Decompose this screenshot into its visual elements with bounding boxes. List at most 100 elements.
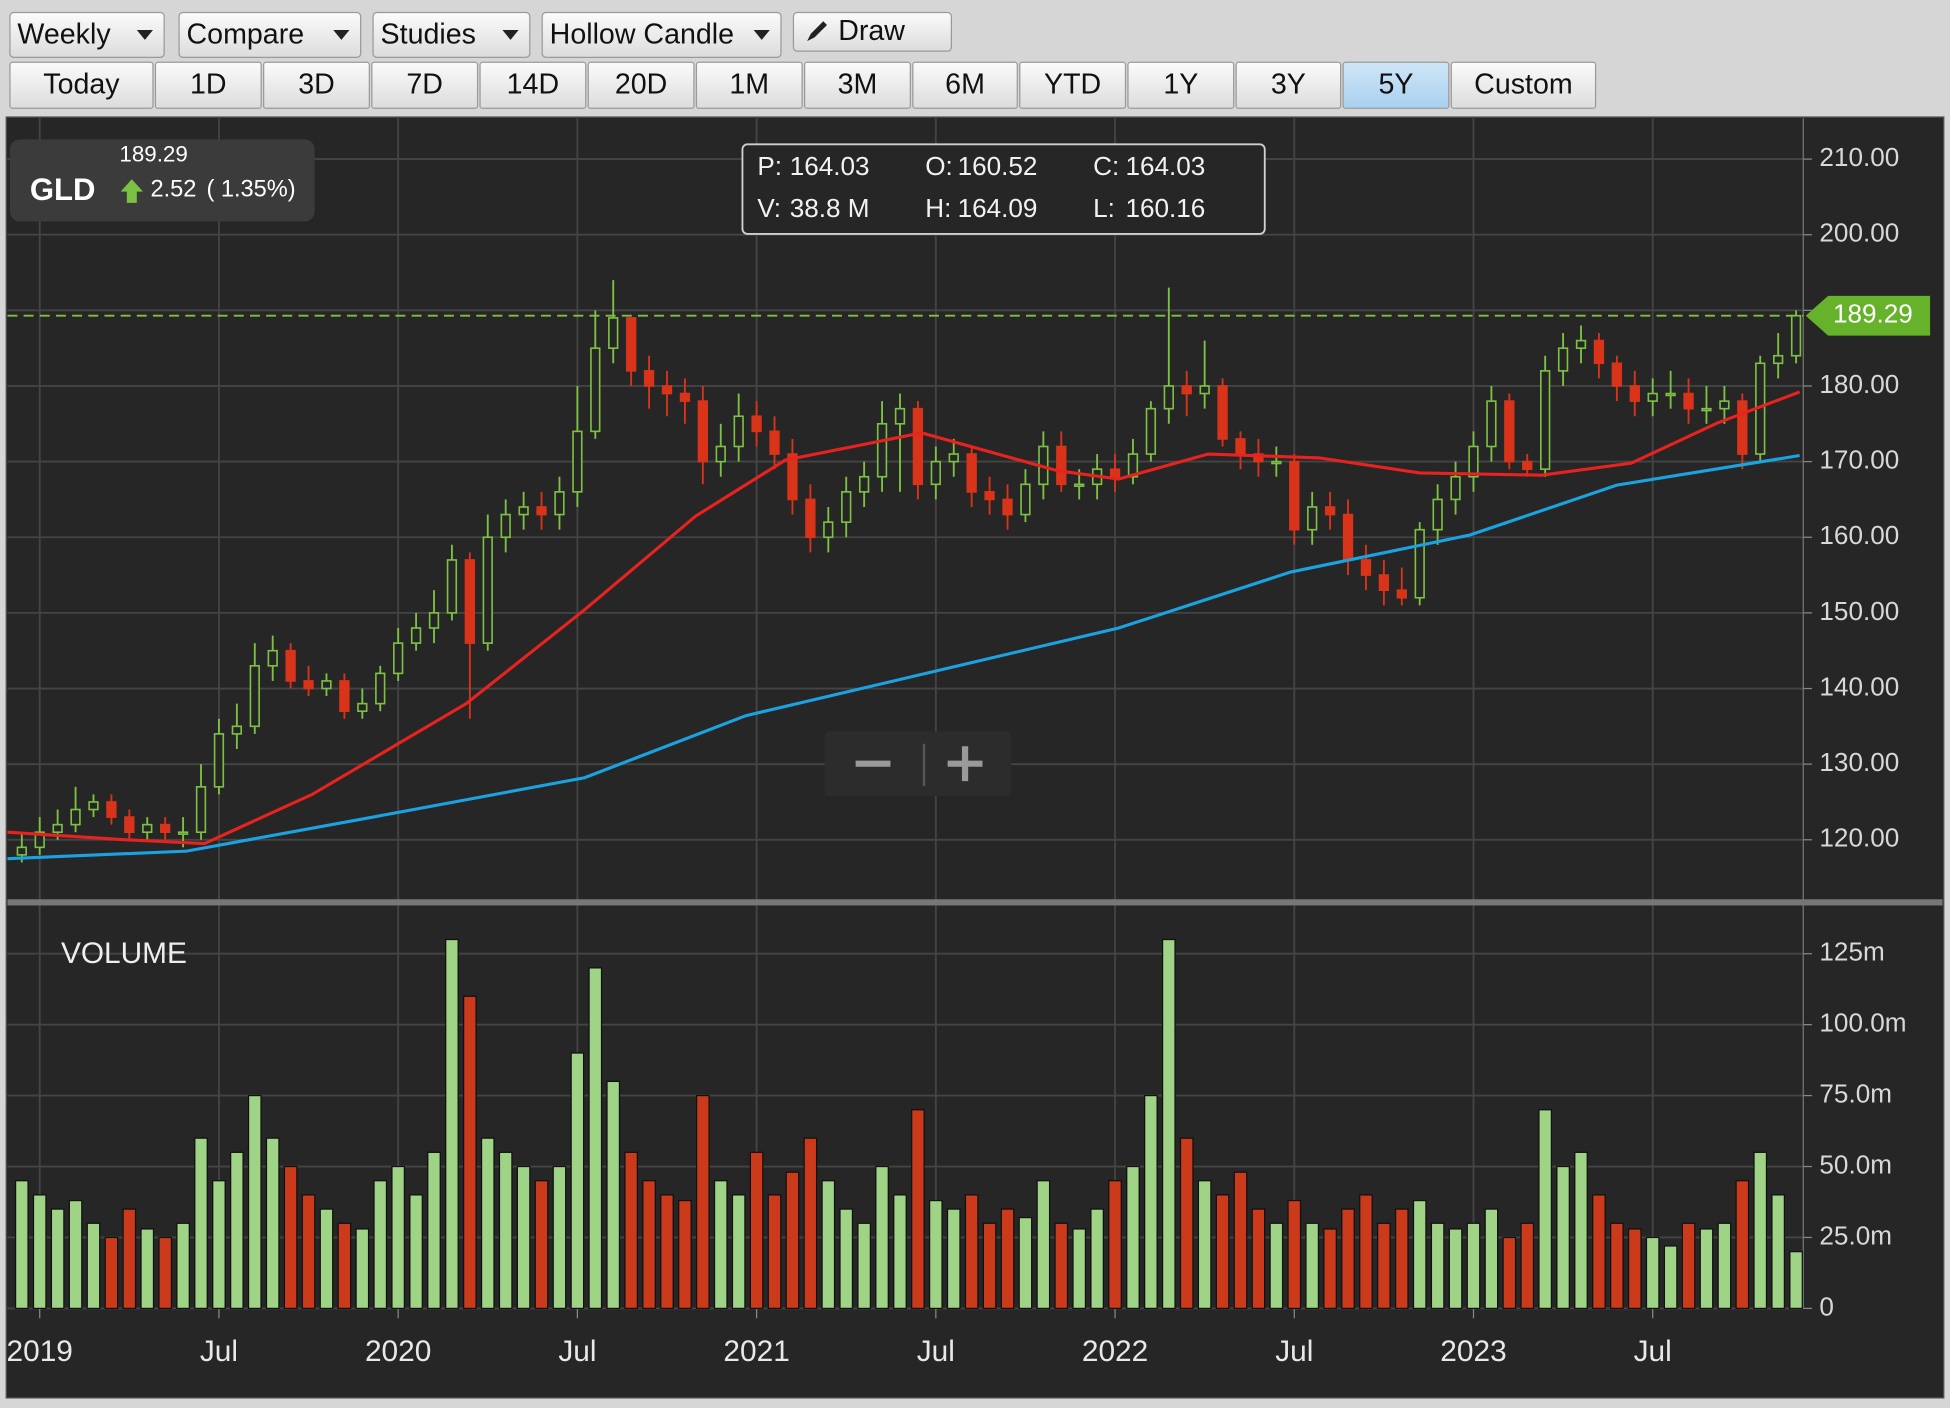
candle-body (1647, 392, 1658, 402)
candle-body (446, 559, 458, 614)
candle-body (643, 370, 655, 387)
draw-button[interactable] (792, 11, 952, 52)
volume-bar (427, 1151, 441, 1310)
candle-body (1593, 339, 1605, 365)
volume-bar (821, 1180, 836, 1310)
dropdown[interactable] (541, 11, 782, 58)
volume-bar (1072, 1228, 1087, 1310)
candle-body (966, 453, 977, 493)
volume-bar (1502, 1236, 1517, 1310)
candle-body (231, 725, 243, 735)
candle-body (679, 392, 691, 402)
candle-body (1074, 483, 1085, 487)
candle-body (661, 385, 673, 395)
volume-bar (1717, 1222, 1732, 1310)
symbol-price: 189.29 (119, 141, 187, 166)
info-label: C: (1093, 151, 1119, 181)
volume-bar (1197, 1180, 1212, 1310)
info-box (741, 143, 1266, 235)
zoom-control (824, 731, 1012, 797)
volume-bar (1538, 1109, 1553, 1310)
candle-body (536, 506, 547, 516)
volume-bar (194, 1137, 208, 1310)
candle-body (930, 460, 941, 486)
candle-body (625, 317, 637, 372)
range-button[interactable] (1235, 61, 1342, 109)
candle-body (160, 823, 171, 834)
x-tick-label: Jul (558, 1335, 596, 1368)
volume-bar (158, 1236, 173, 1310)
range-button[interactable] (804, 61, 911, 109)
dropdown[interactable] (178, 11, 362, 58)
candle-body (715, 445, 726, 463)
candle-body (823, 521, 834, 539)
x-tick-label: Jul (917, 1335, 955, 1368)
volume-bar (534, 1180, 549, 1310)
candle-body (1629, 385, 1640, 402)
y-tick-label: 150.00 (1819, 596, 1899, 626)
candle-body (1540, 370, 1551, 470)
candle-body (70, 808, 81, 826)
volume-bar (1753, 1151, 1768, 1310)
dropdown[interactable] (9, 11, 165, 58)
volume-bar (1359, 1194, 1373, 1310)
volume-bar (1323, 1228, 1337, 1310)
range-button[interactable] (1450, 61, 1597, 109)
candle-body (393, 642, 404, 675)
dropdown-label: Hollow Candle (550, 19, 734, 51)
range-button[interactable] (695, 61, 803, 109)
info-label: V: (757, 193, 781, 223)
range-label: 3Y (1271, 68, 1306, 100)
info-label: O: (925, 151, 953, 181)
x-tick-label: 2021 (723, 1335, 789, 1368)
range-label: Today (43, 68, 120, 100)
range-button[interactable] (1127, 61, 1235, 109)
candle-body (1486, 400, 1497, 448)
volume-bar (946, 1208, 961, 1310)
candle-body (554, 491, 565, 516)
range-button[interactable] (154, 61, 262, 109)
volume-bar (86, 1222, 101, 1310)
range-button[interactable] (371, 61, 479, 109)
range-button[interactable] (479, 61, 587, 109)
candle-body (751, 415, 762, 433)
info-label: P: (757, 151, 782, 181)
volume-bar (301, 1194, 316, 1310)
candle-body (1611, 362, 1623, 387)
range-button[interactable] (9, 61, 154, 109)
candle-body (321, 680, 332, 690)
info-value: 164.03 (1125, 151, 1205, 181)
candle-body (500, 513, 511, 539)
volume-bar (1179, 1137, 1194, 1310)
dropdown-label: Weekly (17, 19, 111, 51)
range-button[interactable] (1019, 61, 1127, 109)
volume-bar (32, 1194, 47, 1310)
range-button[interactable] (912, 61, 1018, 109)
up-arrow (120, 179, 144, 203)
range-label: 6M (945, 68, 985, 100)
volume-tick-label: 100.0m (1819, 1008, 1906, 1038)
symbol-change: 2.52 (150, 177, 196, 203)
volume-bar (1126, 1165, 1140, 1310)
candle-body (984, 491, 995, 501)
candle-body (249, 665, 260, 728)
candle-body (1557, 347, 1569, 372)
volume-bar (1377, 1222, 1391, 1310)
dropdown[interactable] (372, 11, 531, 58)
range-button[interactable] (263, 61, 370, 109)
range-button[interactable] (587, 61, 695, 109)
volume-bar (140, 1228, 155, 1310)
candle-body (841, 491, 852, 523)
volume-bar (785, 1171, 800, 1310)
range-button[interactable] (1342, 61, 1450, 109)
candle-body (1504, 400, 1515, 463)
volume-bar (1215, 1194, 1230, 1310)
volume-bar (1484, 1208, 1499, 1310)
volume-bar (1287, 1199, 1302, 1310)
volume-bar (319, 1208, 334, 1310)
y-tick-label: 160.00 (1819, 520, 1899, 550)
volume-bar (445, 938, 459, 1310)
volume-bar (480, 1137, 495, 1310)
volume-bar (713, 1180, 728, 1310)
candle-body (1737, 400, 1748, 455)
